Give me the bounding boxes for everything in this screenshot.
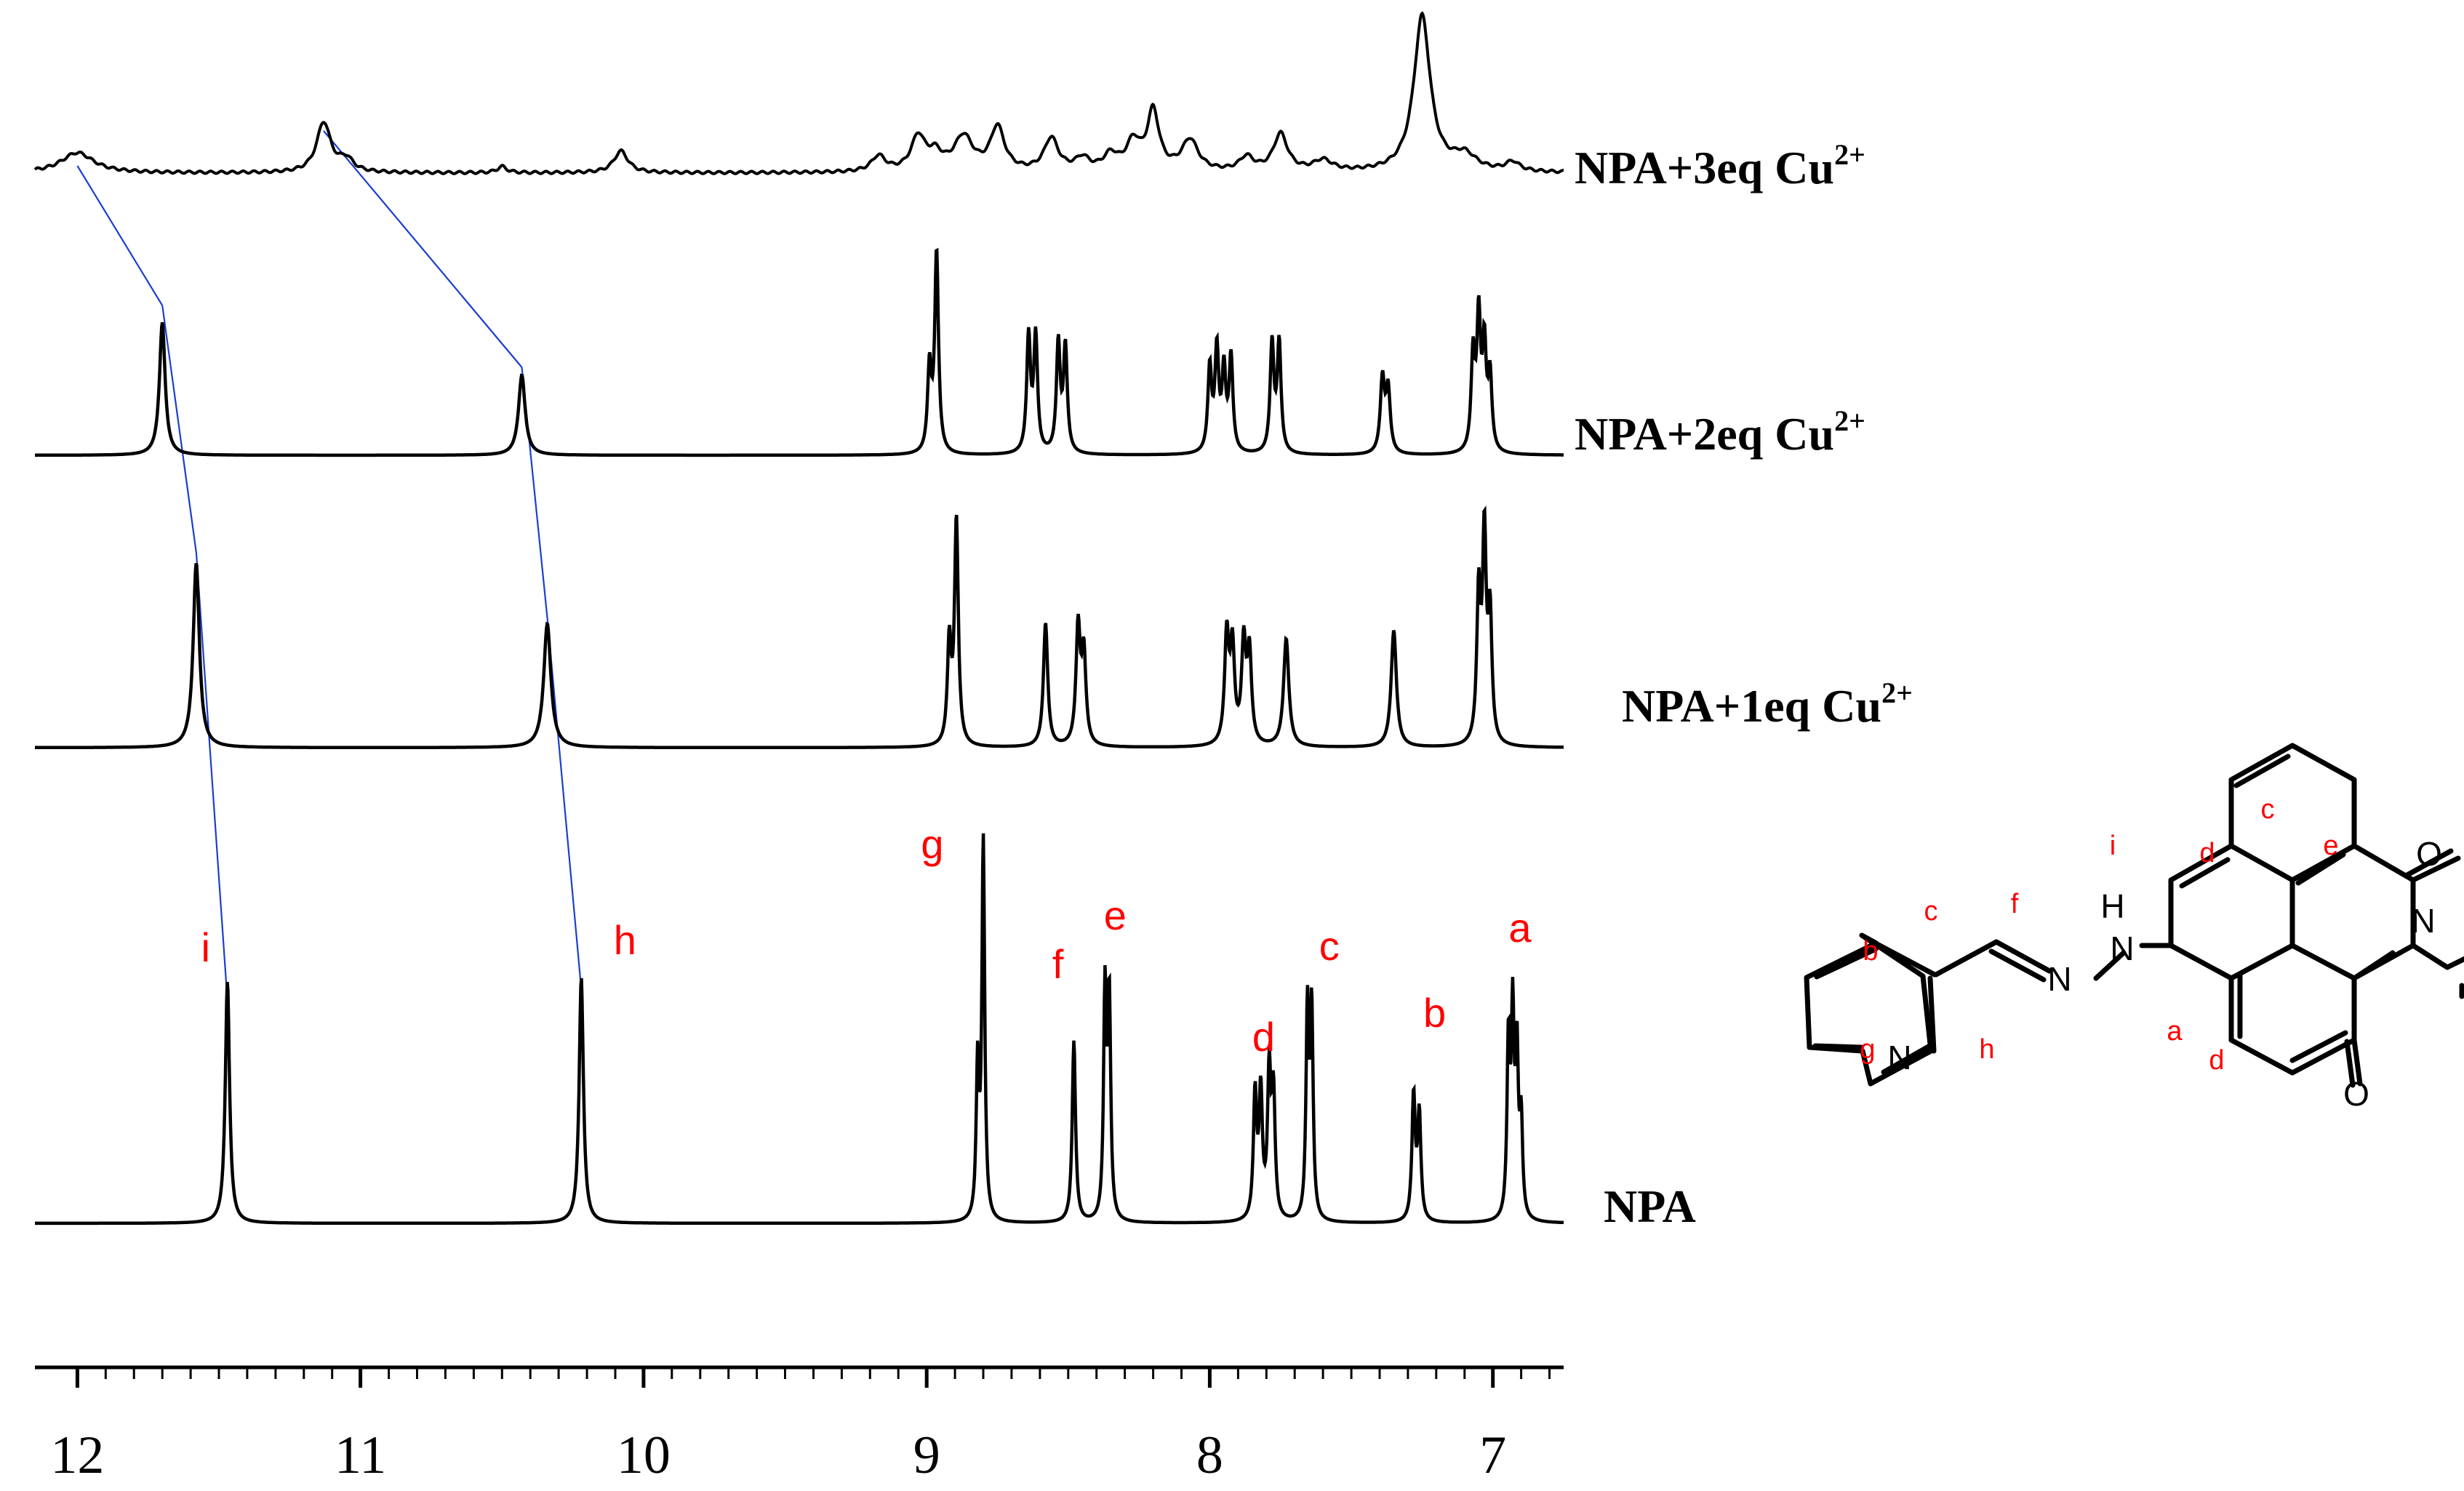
atom-h: H bbox=[2100, 887, 2124, 925]
structure-proton-label-f: f bbox=[2011, 889, 2019, 919]
atom-o-bottom: O bbox=[2343, 1075, 2369, 1113]
atom-n-hydrazine: N bbox=[2110, 930, 2134, 967]
structure-proton-label-c: c bbox=[1924, 896, 1938, 927]
peak-label-h: h bbox=[614, 917, 636, 963]
naphthalimide-bonds bbox=[2139, 743, 2461, 1088]
structure-proton-label-d: d bbox=[2199, 838, 2215, 868]
spectra bbox=[33, 11, 1564, 1226]
peak-assignments: i h g fe dc b a bbox=[201, 821, 1532, 1060]
structure-proton-label-g: g bbox=[1860, 1034, 1875, 1065]
spectrum-line-1 bbox=[33, 11, 1564, 175]
pyridine-bonds bbox=[1804, 940, 1937, 1087]
x-tick-label-12: 12 bbox=[50, 1426, 104, 1485]
tracking-line-h-3 bbox=[546, 617, 583, 990]
x-tick-label-9: 9 bbox=[913, 1426, 940, 1485]
structure-proton-label-c: c bbox=[2261, 794, 2275, 825]
x-tick-label-11: 11 bbox=[335, 1426, 386, 1485]
x-tick-label-7: 7 bbox=[1479, 1426, 1506, 1485]
spectrum-line-3 bbox=[35, 505, 1564, 750]
atom-n-imide: N bbox=[2411, 902, 2435, 940]
atom-n-pyridine: N bbox=[1887, 1039, 1911, 1076]
imine-bonds bbox=[1933, 939, 2127, 983]
peak-label-a: a bbox=[1508, 905, 1532, 951]
x-tick-label-10: 10 bbox=[617, 1426, 671, 1485]
structure-proton-label-i: i bbox=[2110, 831, 2116, 861]
x-tick-label-8: 8 bbox=[1196, 1426, 1223, 1485]
tracking-line-i-2 bbox=[161, 305, 197, 553]
series-label-1: NPA+3eq Cu2+ bbox=[1575, 138, 1865, 193]
peak-label-e: e bbox=[1104, 892, 1127, 938]
peak-label-g: g bbox=[921, 821, 943, 867]
peak-label-c: c bbox=[1319, 923, 1340, 969]
butyl-chain bbox=[2444, 956, 2464, 999]
peak-label-d: d bbox=[1252, 1014, 1275, 1060]
series-labels: NPA+3eq Cu2+ NPA+2eq Cu2+ NPA+1eq Cu2+ NPA bbox=[1575, 138, 1913, 1232]
structure-proton-label-b: b bbox=[1863, 936, 1878, 967]
peak-label-f: f bbox=[1052, 941, 1064, 987]
x-axis: 12 11 10 9 8 7 bbox=[35, 1365, 1564, 1485]
structure-proton-label-a: a bbox=[2167, 1016, 2183, 1047]
tracking-line-h-1 bbox=[323, 130, 523, 368]
structure-proton-label-e: e bbox=[2323, 831, 2338, 861]
tracking-line-i-3 bbox=[195, 552, 228, 1001]
structure-proton-label-d: d bbox=[2209, 1045, 2224, 1076]
peak-label-i: i bbox=[201, 924, 209, 970]
series-label-2: NPA+2eq Cu2+ bbox=[1575, 404, 1865, 460]
series-label-3: NPA+1eq Cu2+ bbox=[1622, 676, 1913, 732]
structure-proton-label-h: h bbox=[1979, 1034, 1994, 1065]
spectrum-line-4 bbox=[35, 833, 1564, 1226]
series-label-4: NPA bbox=[1604, 1180, 1696, 1232]
atom-n-imine: N bbox=[2047, 960, 2071, 998]
tracking-lines bbox=[76, 130, 583, 1001]
peak-label-b: b bbox=[1423, 990, 1446, 1036]
atom-o-top: O bbox=[2416, 835, 2442, 873]
tracking-line-i-1 bbox=[76, 165, 164, 306]
spectrum-line-2 bbox=[35, 247, 1564, 457]
npa-structure bbox=[1804, 743, 2464, 1088]
